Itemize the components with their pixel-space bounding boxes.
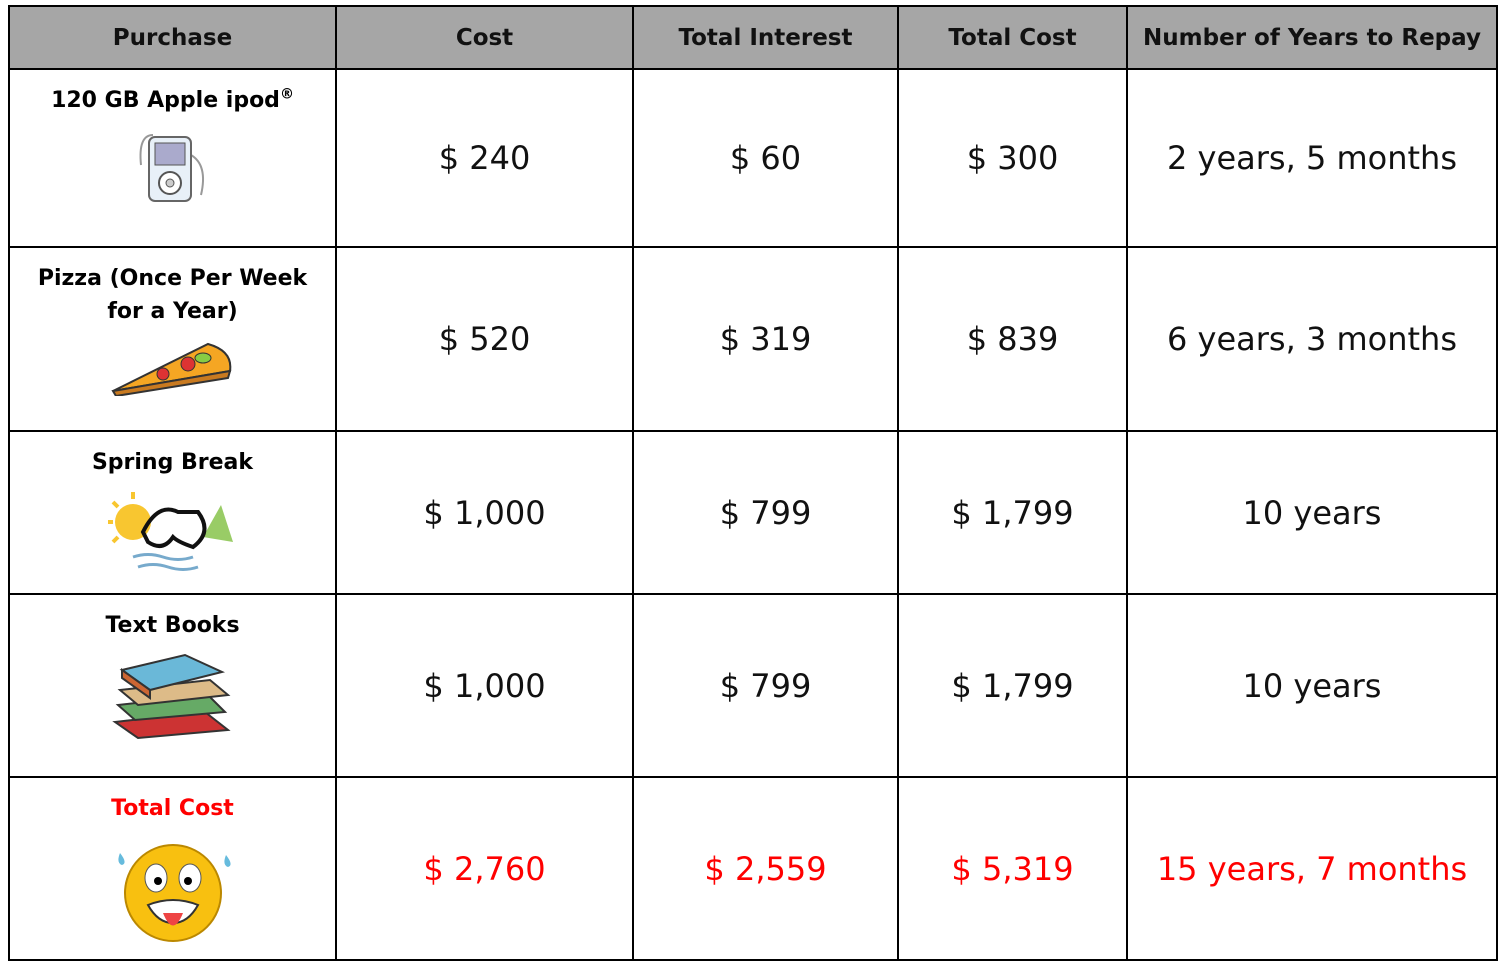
row: Text Books $ 1,000 $ 799 $ 1,799 10 year… (9, 594, 1497, 777)
interest-cell: $ 799 (633, 594, 898, 777)
row: 120 GB Apple ipod® $ 240 $ 60 $ 300 2 ye… (9, 69, 1497, 247)
years-cell: 10 years (1127, 431, 1497, 594)
cost-cell: $ 1,000 (336, 431, 633, 594)
purchase-label: 120 GB Apple ipod (51, 88, 280, 113)
header-cell: Cost (336, 6, 633, 69)
interest-cell: $ 60 (633, 69, 898, 247)
purchase-label: Pizza (Once Per Week for a Year) (28, 262, 318, 328)
years-cell: 2 years, 5 months (1127, 69, 1497, 247)
face-icon (108, 833, 238, 943)
purchase-cell: Total Cost (9, 777, 336, 960)
years-cell: 15 years, 7 months (1127, 777, 1497, 960)
purchase-label: Total Cost (111, 796, 234, 821)
cost-cell: $ 240 (336, 69, 633, 247)
purchase-label: Spring Break (92, 450, 253, 475)
row: Spring Break $ 1,000 $ 799 $ 1,799 10 ye… (9, 431, 1497, 594)
books-icon (110, 650, 235, 740)
total-cell: $ 300 (898, 69, 1127, 247)
row: Pizza (Once Per Week for a Year) $ 520 $… (9, 247, 1497, 431)
total-cell: $ 5,319 (898, 777, 1127, 960)
total-row: Total Cost $ 2,760 $ 2,559 $ 5,319 15 ye… (9, 777, 1497, 960)
header-cell: Total Cost (898, 6, 1127, 69)
header-row: Purchase Cost Total Interest Total Cost … (9, 6, 1497, 69)
purchase-cell: Spring Break (9, 431, 336, 594)
years-cell: 10 years (1127, 594, 1497, 777)
cost-cell: $ 2,760 (336, 777, 633, 960)
purchase-cell: Pizza (Once Per Week for a Year) (9, 247, 336, 431)
header-cell: Purchase (9, 6, 336, 69)
spring-break-icon (103, 487, 243, 572)
interest-cell: $ 799 (633, 431, 898, 594)
interest-cell: $ 2,559 (633, 777, 898, 960)
interest-cell: $ 319 (633, 247, 898, 431)
pizza-icon (108, 336, 238, 396)
ipod-icon (133, 125, 213, 205)
total-cell: $ 1,799 (898, 594, 1127, 777)
cost-cell: $ 1,000 (336, 594, 633, 777)
total-cell: $ 839 (898, 247, 1127, 431)
total-cell: $ 1,799 (898, 431, 1127, 594)
purchase-label: Text Books (105, 613, 239, 638)
cost-cell: $ 520 (336, 247, 633, 431)
page: Purchase Cost Total Interest Total Cost … (0, 0, 1504, 961)
cost-table: Purchase Cost Total Interest Total Cost … (8, 5, 1498, 961)
purchase-cell: Text Books (9, 594, 336, 777)
years-cell: 6 years, 3 months (1127, 247, 1497, 431)
header-cell: Number of Years to Repay (1127, 6, 1497, 69)
header-cell: Total Interest (633, 6, 898, 69)
purchase-cell: 120 GB Apple ipod® (9, 69, 336, 247)
trademark: ® (280, 87, 294, 103)
